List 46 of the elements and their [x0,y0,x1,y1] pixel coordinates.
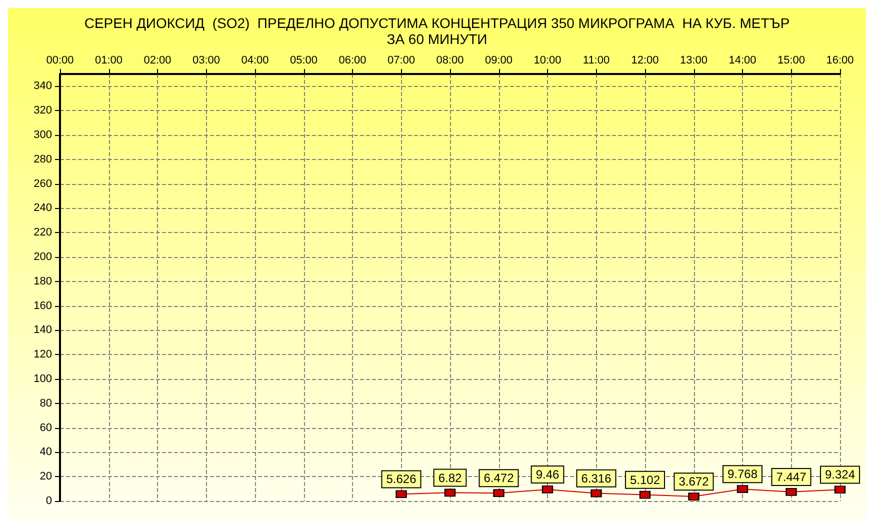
y-tick-label: 220 [34,226,52,239]
x-tick-label: 15:00 [777,54,806,66]
y-tick-label: 180 [34,275,52,288]
data-label: 3.672 [678,474,710,489]
data-label: 6.472 [484,471,514,486]
y-tick-label: 140 [34,324,52,336]
y-tick-label: 280 [34,153,52,166]
x-tick-label: 00:00 [46,54,74,66]
data-label: 9.46 [536,468,560,482]
x-tick-label: 11:00 [582,54,610,66]
x-tick-label: 10:00 [534,54,562,66]
y-tick-label: 200 [34,251,52,263]
x-tick-label: 12:00 [631,54,659,66]
data-label: 7.447 [776,470,807,484]
x-tick-label: 03:00 [192,54,220,66]
chart-title: СЕРЕН ДИОКСИД (SO2) ПРЕДЕЛНО ДОПУСТИМА КОНЦЕНТРАЦИЯ 350 МИКРОГРАМА НА КУБ. МЕТЪР ЗА 60 МИНУТИ [84,15,790,47]
x-tick-label: 02:00 [144,54,172,66]
x-tick-label: 05:00 [290,54,318,66]
data-label: 6.316 [581,471,612,486]
y-tick-label: 40 [40,446,52,458]
data-label: 6.82 [438,470,462,485]
x-tick-label: 06:00 [338,54,366,66]
y-tick-label: 0 [46,495,52,507]
x-tick-label: 09:00 [484,54,513,66]
y-tick-label: 260 [34,178,52,190]
x-tick-label: 04:00 [241,54,269,66]
data-label: 5.626 [386,472,417,486]
y-tick-label: 20 [40,470,52,483]
x-tick-label: 08:00 [436,54,464,66]
x-tick-label: 16:00 [826,54,854,66]
y-tick-label: 60 [40,422,52,434]
y-tick-label: 240 [34,202,52,214]
x-tick-label: 01:00 [94,54,123,66]
data-label: 9.768 [727,467,758,482]
y-tick-label: 320 [34,104,52,117]
x-tick-label: 13:00 [680,54,708,66]
y-tick-label: 120 [34,348,52,361]
y-tick-label: 100 [34,373,52,385]
data-label: 9.324 [824,468,856,482]
y-tick-label: 340 [34,80,52,92]
data-label: 5.102 [630,472,660,487]
y-tick-label: 300 [34,129,52,141]
y-tick-label: 80 [40,397,52,410]
x-tick-label: 14:00 [728,54,756,66]
y-tick-label: 160 [34,300,52,312]
x-tick-label: 07:00 [387,54,416,66]
